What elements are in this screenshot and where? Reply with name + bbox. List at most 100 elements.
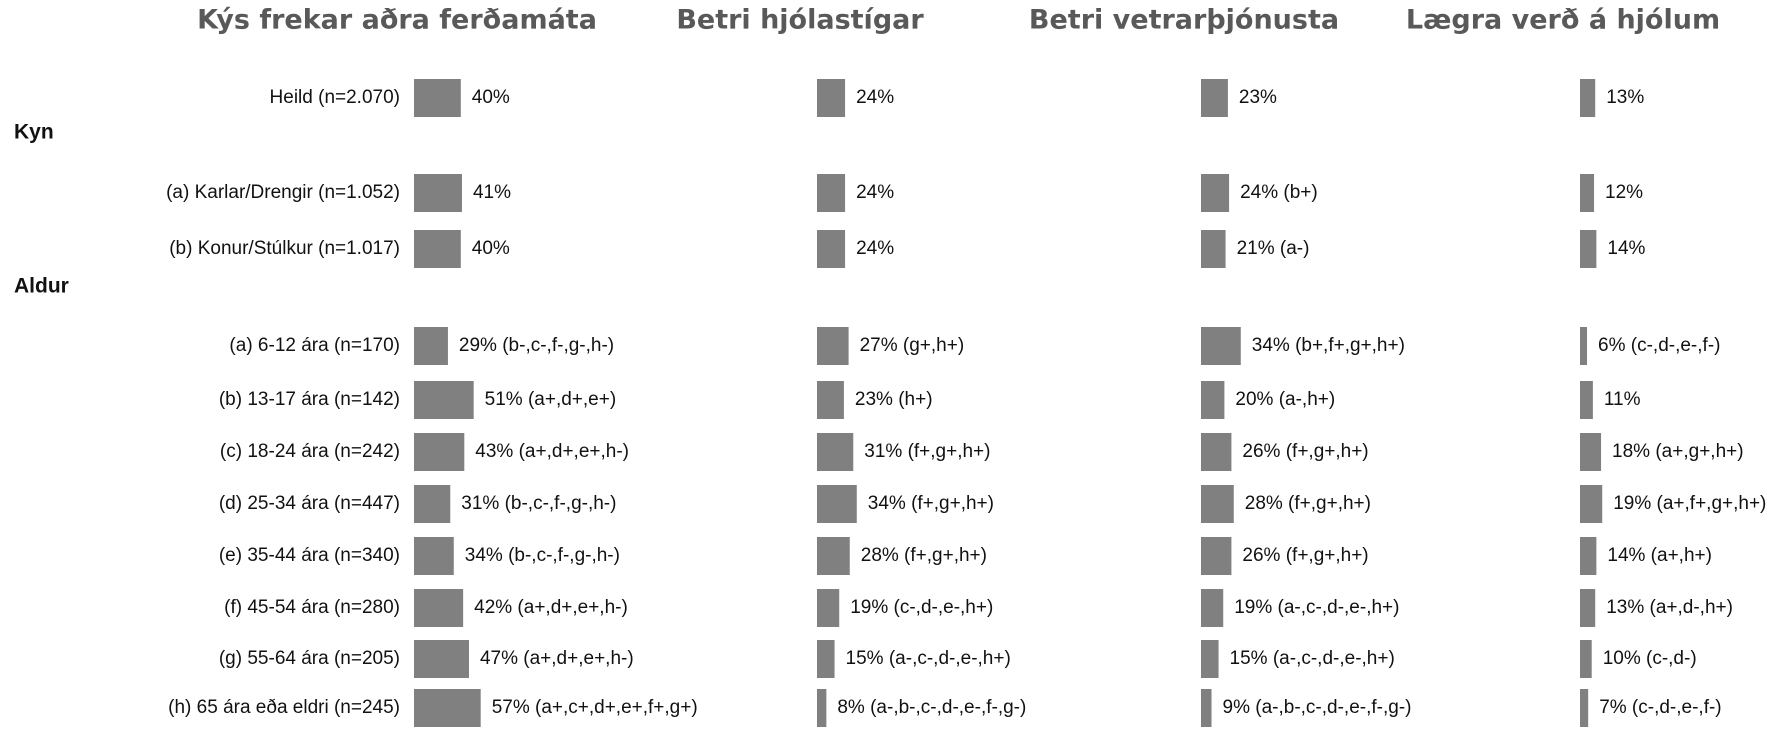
data-label: 8% (a-,b-,c-,d-,e-,f-,g-) [837, 697, 1026, 718]
data-label: 26% (f+,g+,h+) [1242, 545, 1368, 566]
group-label: Aldur [14, 275, 69, 298]
bar [1201, 174, 1230, 212]
bar [414, 327, 448, 365]
bar [817, 537, 850, 575]
bar [414, 640, 469, 678]
data-label: 14% [1607, 238, 1645, 259]
data-label: 31% (b-,c-,f-,g-,h-) [461, 493, 616, 514]
bar [1580, 230, 1597, 268]
bar [1580, 79, 1596, 117]
data-label: 41% [473, 182, 511, 203]
bar [817, 640, 835, 678]
bar [1201, 327, 1241, 365]
category-label: (e) 35-44 ára (n=340) [219, 545, 400, 566]
bar [1580, 537, 1597, 575]
panel-title: Betri vetrarþjónusta [1029, 5, 1339, 36]
data-label: 26% (f+,g+,h+) [1242, 441, 1368, 462]
data-label: 10% (c-,d-) [1603, 648, 1697, 669]
bar [1580, 485, 1603, 523]
category-label: (f) 45-54 ára (n=280) [224, 597, 400, 618]
data-label: 6% (c-,d-,e-,f-) [1598, 335, 1720, 356]
bar [1201, 381, 1225, 419]
bar [1201, 79, 1228, 117]
data-label: 34% (f+,g+,h+) [868, 493, 994, 514]
data-label: 23% [1239, 87, 1277, 108]
data-label: 19% (a+,f+,g+,h+) [1613, 493, 1766, 514]
data-label: 40% [472, 87, 510, 108]
bar [1201, 537, 1232, 575]
data-label: 19% (c-,d-,e-,h+) [850, 597, 993, 618]
bar [1580, 689, 1589, 727]
data-label: 15% (a-,c-,d-,e-,h+) [846, 648, 1011, 669]
data-label: 34% (b+,f+,g+,h+) [1252, 335, 1405, 356]
bar [1580, 640, 1592, 678]
panel-title: Lægra verð á hjólum [1406, 5, 1720, 36]
category-label: (d) 25-34 ára (n=447) [219, 493, 400, 514]
data-label: 11% [1604, 389, 1641, 410]
bar [1201, 230, 1226, 268]
bar [817, 174, 846, 212]
bar [414, 433, 465, 471]
data-label: 15% (a-,c-,d-,e-,h+) [1230, 648, 1395, 669]
data-label: 28% (f+,g+,h+) [861, 545, 987, 566]
category-label: (c) 18-24 ára (n=242) [220, 441, 400, 462]
bar [414, 485, 451, 523]
data-label: 51% (a+,d+,e+) [485, 389, 617, 410]
bar [817, 230, 846, 268]
bar [1201, 689, 1212, 727]
data-label: 9% (a-,b-,c-,d-,e-,f-,g-) [1223, 697, 1412, 718]
bar [1201, 485, 1234, 523]
bar [817, 689, 827, 727]
bar [1580, 327, 1588, 365]
category-label: (g) 55-64 ára (n=205) [219, 648, 400, 669]
bar [414, 689, 481, 727]
bar [817, 485, 857, 523]
data-label: 40% [472, 238, 510, 259]
data-label: 12% [1605, 182, 1643, 203]
bar [1580, 381, 1593, 419]
bar [817, 327, 849, 365]
data-label: 24% [856, 238, 894, 259]
bar [1580, 589, 1596, 627]
data-label: 23% (h+) [855, 389, 933, 410]
bar [1201, 433, 1232, 471]
category-label: (b) Konur/Stúlkur (n=1.017) [169, 238, 400, 259]
data-label: 13% (a+,d-,h+) [1606, 597, 1733, 618]
bar [1580, 433, 1602, 471]
bar [817, 79, 846, 117]
data-label: 24% (b+) [1240, 182, 1318, 203]
bar [817, 381, 844, 419]
category-label: (a) 6-12 ára (n=170) [229, 335, 400, 356]
bar [1201, 589, 1224, 627]
data-label: 19% (a-,c-,d-,e-,h+) [1234, 597, 1399, 618]
data-label: 42% (a+,d+,e+,h-) [474, 597, 628, 618]
category-label: Heild (n=2.070) [270, 87, 400, 108]
bar [414, 537, 454, 575]
bar [414, 79, 461, 117]
bar [1580, 174, 1595, 212]
bar [817, 589, 840, 627]
data-label: 21% (a-) [1237, 238, 1310, 259]
category-label: (b) 13-17 ára (n=142) [219, 389, 400, 410]
bar [1201, 640, 1219, 678]
category-label: (a) Karlar/Drengir (n=1.052) [166, 182, 400, 203]
data-label: 29% (b-,c-,f-,g-,h-) [459, 335, 614, 356]
data-label: 7% (c-,d-,e-,f-) [1599, 697, 1721, 718]
bar [414, 230, 461, 268]
data-label: 34% (b-,c-,f-,g-,h-) [465, 545, 620, 566]
bar [414, 174, 462, 212]
data-label: 18% (a+,g+,h+) [1612, 441, 1744, 462]
data-label: 43% (a+,d+,e+,h-) [475, 441, 629, 462]
data-label: 13% [1606, 87, 1644, 108]
group-label: Kyn [14, 121, 54, 144]
data-label: 14% (a+,h+) [1607, 545, 1712, 566]
data-label: 24% [856, 182, 894, 203]
data-label: 31% (f+,g+,h+) [864, 441, 990, 462]
panel-title: Kýs frekar aðra ferðamáta [197, 5, 597, 36]
data-label: 20% (a-,h+) [1235, 389, 1335, 410]
panel-title: Betri hjólastígar [676, 5, 924, 36]
bar [414, 589, 464, 627]
data-label: 47% (a+,d+,e+,h-) [480, 648, 634, 669]
data-label: 24% [856, 87, 894, 108]
